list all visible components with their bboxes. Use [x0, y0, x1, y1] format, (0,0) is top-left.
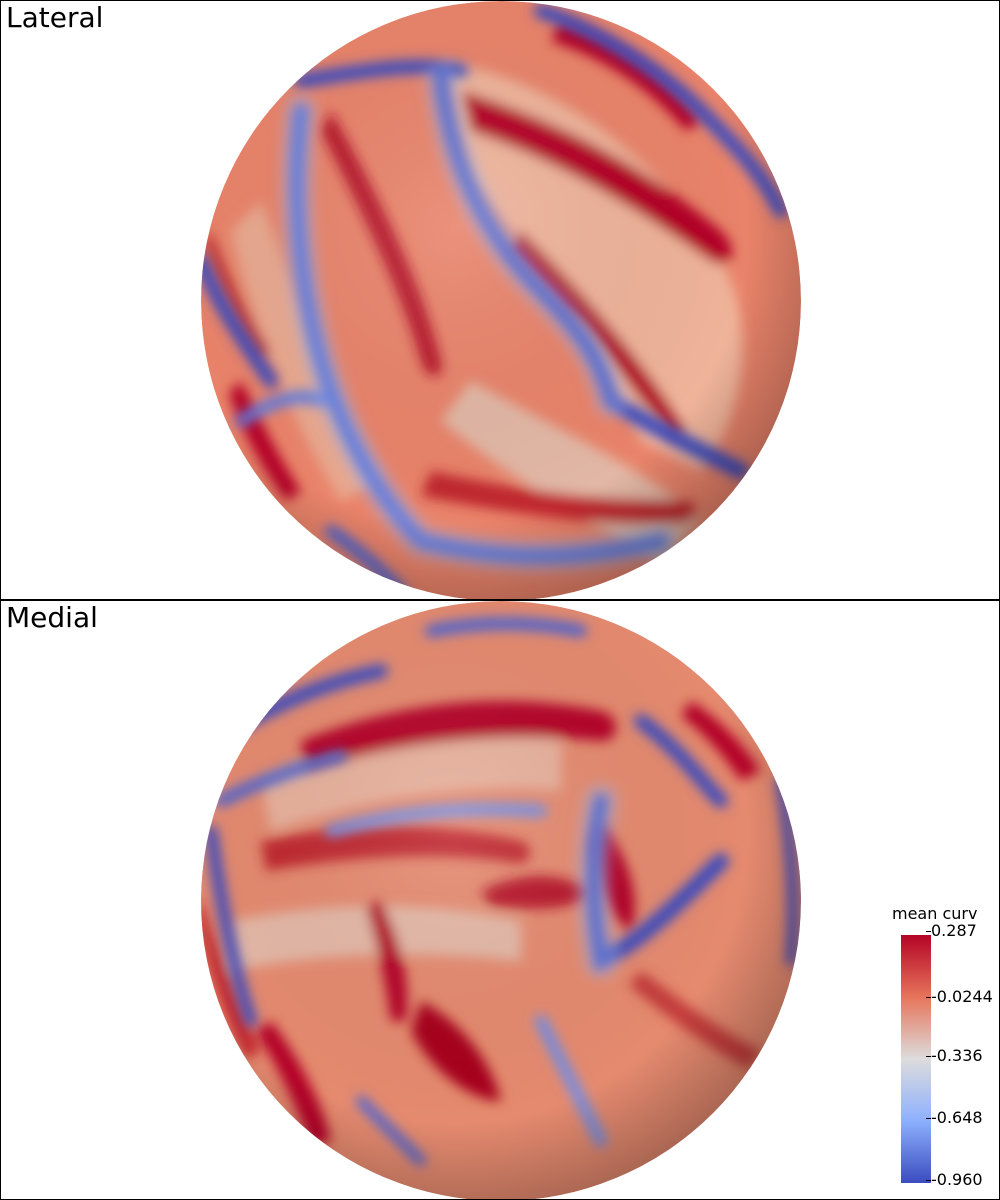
- colorbar-legend: mean curv 0.287 -0.0244 -0.336 -0.648 -0…: [890, 904, 1000, 1194]
- medial-view-panel[interactable]: Medial: [0, 600, 1000, 1200]
- lateral-view-label: Lateral: [6, 1, 104, 34]
- lateral-sphere: [201, 1, 801, 599]
- colorbar-tick-max: 0.287: [926, 921, 977, 940]
- lateral-view-panel[interactable]: Lateral: [0, 0, 1000, 600]
- colorbar-tick-min: -0.960: [926, 1170, 983, 1189]
- medial-sphere: [201, 601, 801, 1199]
- colorbar-tick-upper: -0.0244: [926, 987, 993, 1006]
- colorbar-title: mean curv: [892, 904, 978, 923]
- colorbar-tick-mid: -0.336: [926, 1046, 983, 1065]
- colorbar-gradient: [901, 935, 931, 1183]
- medial-view-label: Medial: [6, 601, 98, 634]
- colorbar-tick-lower: -0.648: [926, 1108, 983, 1127]
